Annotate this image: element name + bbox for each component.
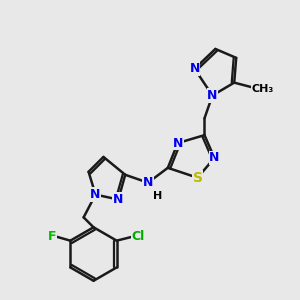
Text: N: N — [143, 176, 153, 189]
Text: N: N — [113, 193, 124, 206]
Text: N: N — [207, 89, 218, 102]
Text: N: N — [189, 62, 200, 75]
Text: N: N — [90, 188, 101, 201]
Text: Cl: Cl — [132, 230, 145, 243]
Text: N: N — [209, 152, 220, 164]
Text: CH₃: CH₃ — [252, 84, 274, 94]
Text: S: S — [193, 171, 202, 185]
Text: F: F — [48, 230, 57, 243]
Text: H: H — [153, 190, 163, 201]
Text: N: N — [172, 136, 183, 150]
